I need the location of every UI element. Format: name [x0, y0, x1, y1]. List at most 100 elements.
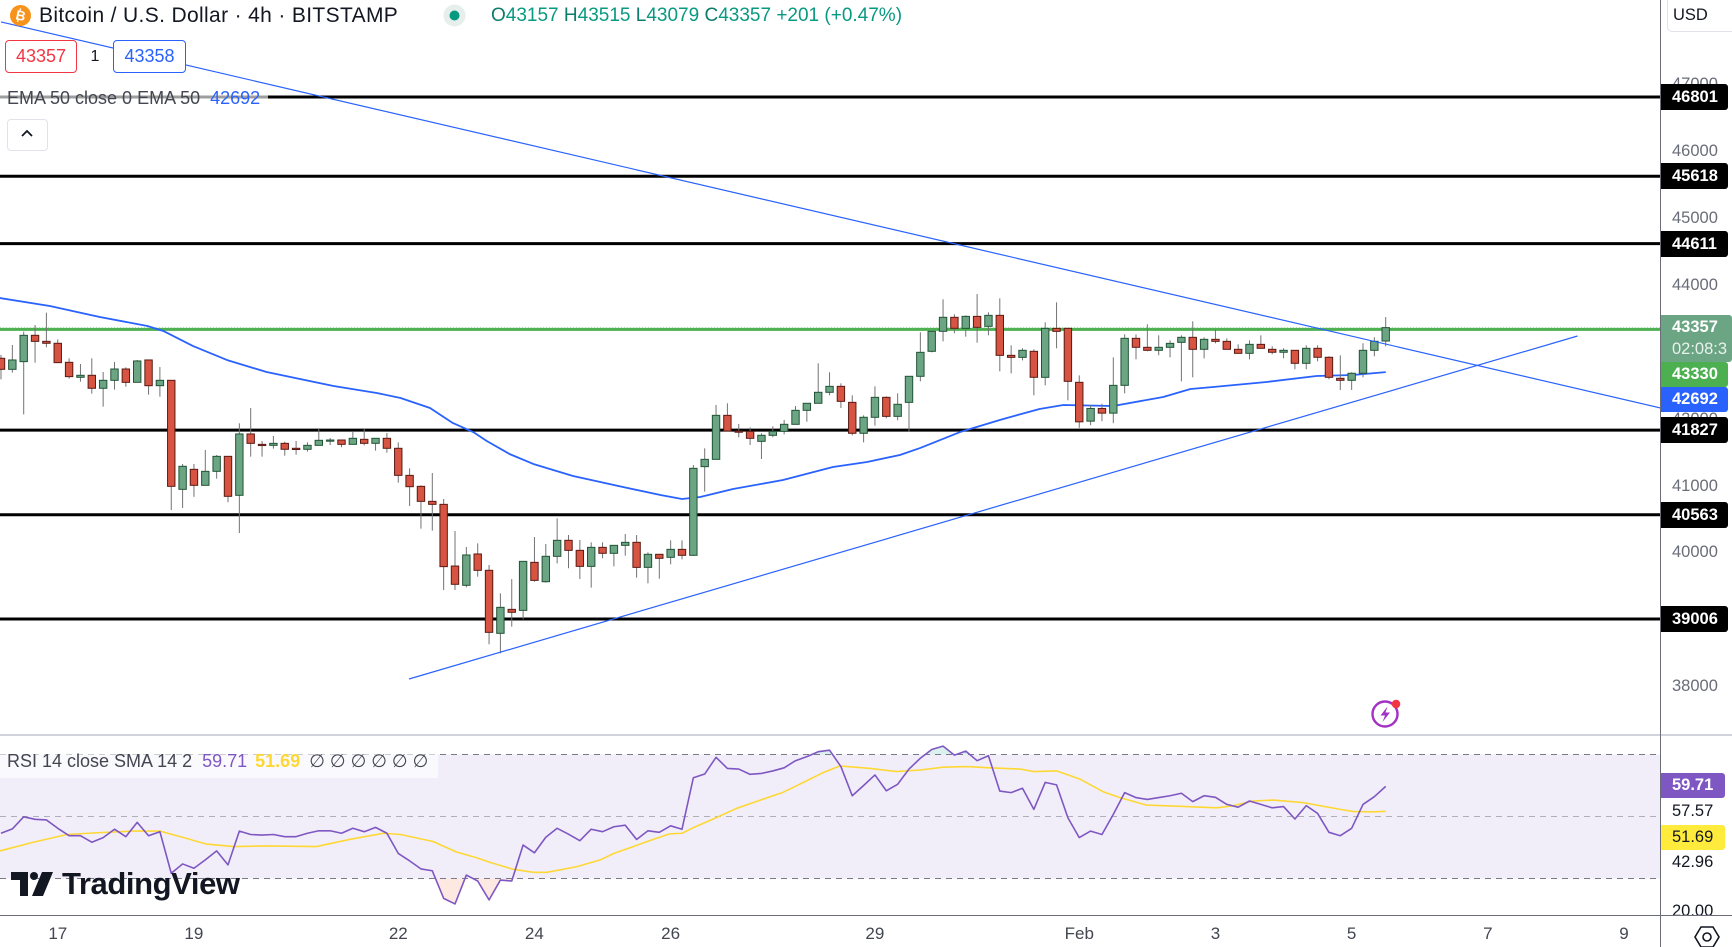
candle — [814, 363, 823, 404]
candle — [1086, 405, 1095, 426]
symbol-title[interactable]: Bitcoin / U.S. Dollar · 4h · BITSTAMP — [39, 4, 399, 27]
candle — [462, 547, 471, 588]
candle — [121, 367, 131, 387]
sell-button[interactable]: 43357 — [5, 40, 77, 73]
candle — [575, 539, 585, 580]
open-value: 43157 — [505, 5, 559, 26]
candle — [19, 331, 28, 415]
chevron-up-icon — [21, 129, 33, 137]
lightning-alert-icon[interactable] — [1370, 698, 1402, 730]
price-tick-label: 46000 — [1672, 141, 1718, 160]
time-tick-label: Feb — [1064, 924, 1094, 943]
ema-50-line[interactable] — [0, 297, 1386, 500]
candle — [167, 379, 176, 510]
price-chart-canvas[interactable] — [0, 0, 1660, 735]
candle — [473, 543, 482, 577]
candle — [689, 464, 698, 556]
candle — [76, 363, 85, 382]
candle — [723, 403, 732, 432]
currency-selector[interactable]: USD — [1667, 0, 1732, 32]
candle — [950, 314, 959, 334]
candle — [564, 535, 573, 569]
time-tick-label: 17 — [48, 924, 68, 943]
settings-icon[interactable] — [1694, 924, 1720, 947]
candle — [110, 361, 119, 390]
candle — [1199, 337, 1209, 359]
tradingview-logo-text: TradingView — [62, 866, 240, 901]
candle — [1131, 334, 1141, 360]
candle — [711, 404, 721, 460]
candle — [1233, 344, 1243, 354]
spread-value: 1 — [90, 48, 100, 65]
rsi-legend[interactable]: RSI 14 close SMA 14 2 59.71 51.69 ∅ ∅ ∅ ∅ ∅… — [0, 745, 438, 778]
rsi-sma-line[interactable] — [0, 765, 1386, 874]
candle — [382, 432, 392, 453]
candle — [507, 579, 516, 627]
ema-legend[interactable]: EMA 50 close 0 EMA 50 42692 — [0, 86, 269, 110]
pane-separator[interactable] — [0, 734, 1732, 736]
candle — [745, 427, 755, 446]
rsi-axis[interactable]: 59.71 57.57 51.69 42.96 20.00 — [1661, 736, 1732, 915]
candle — [598, 542, 607, 559]
candle — [484, 565, 494, 645]
rsi-tick-20: 20.00 — [1672, 902, 1714, 915]
price-tick-label: 40000 — [1672, 543, 1718, 562]
time-axis[interactable]: 17 19 22 24 26 29 Feb 3 5 7 9 — [0, 916, 1660, 947]
tradingview-logo[interactable]: TradingView — [11, 866, 240, 902]
market-status-icon[interactable] — [443, 4, 466, 27]
candle — [938, 299, 948, 342]
candle — [700, 448, 709, 492]
candle — [1052, 302, 1061, 349]
candle — [1313, 345, 1322, 362]
candle — [1188, 321, 1197, 378]
candle — [1279, 348, 1288, 359]
candle — [257, 441, 267, 457]
bar-countdown: 02:08:3 — [1672, 340, 1728, 358]
rsi-line[interactable] — [0, 745, 1387, 905]
candle — [439, 499, 448, 591]
time-tick-label: 3 — [1210, 924, 1221, 943]
descending-trendline[interactable] — [0, 21, 1660, 409]
candle — [552, 518, 562, 564]
rsi-value-label: 59.71 — [1661, 773, 1725, 798]
candle — [1018, 348, 1027, 361]
change-value: +201 — [776, 5, 820, 26]
time-tick-label: 9 — [1619, 924, 1629, 943]
candle — [280, 441, 289, 456]
collapse-legend-button[interactable] — [7, 119, 48, 151]
candle — [984, 312, 993, 336]
candle — [1370, 337, 1379, 357]
candle — [655, 553, 664, 579]
price-axis[interactable]: 3800039000400004100042000430004400045000… — [1661, 0, 1732, 735]
open-label: O — [491, 5, 506, 26]
candle — [53, 339, 62, 364]
candle — [882, 396, 891, 419]
time-tick-label: 29 — [865, 924, 885, 943]
candle — [1029, 349, 1039, 396]
price-tick-label: 38000 — [1672, 677, 1718, 696]
buy-button[interactable]: 43358 — [113, 40, 186, 73]
candle — [779, 419, 789, 435]
price-tick-label: 45000 — [1672, 208, 1718, 227]
candle — [632, 535, 641, 578]
candle — [609, 544, 619, 567]
candle — [1143, 324, 1152, 352]
ascending-trendline[interactable] — [408, 335, 1578, 680]
candle — [64, 358, 74, 379]
time-tick-label: 7 — [1483, 924, 1493, 943]
level-price-label: 44611 — [1661, 230, 1728, 257]
level-price-label: 41827 — [1661, 417, 1728, 444]
candle — [1324, 356, 1334, 380]
candle — [621, 534, 630, 556]
rsi-lower-label: 42.96 — [1672, 853, 1714, 871]
candle — [235, 423, 244, 534]
close-value: 43357 — [718, 5, 772, 26]
candle — [1381, 317, 1390, 347]
candle — [416, 485, 426, 529]
time-tick-label: 22 — [388, 924, 408, 943]
candle — [246, 407, 255, 457]
ema-legend-label: EMA 50 close 0 EMA 50 — [7, 88, 201, 108]
rsi-pane[interactable]: RSI 14 close SMA 14 2 59.71 51.69 ∅ ∅ ∅ ∅ ∅… — [0, 736, 1660, 915]
candle — [189, 463, 199, 497]
main-chart-pane[interactable]: B Bitcoin / U.S. Dollar · 4h · BITSTAMP … — [0, 0, 1660, 735]
